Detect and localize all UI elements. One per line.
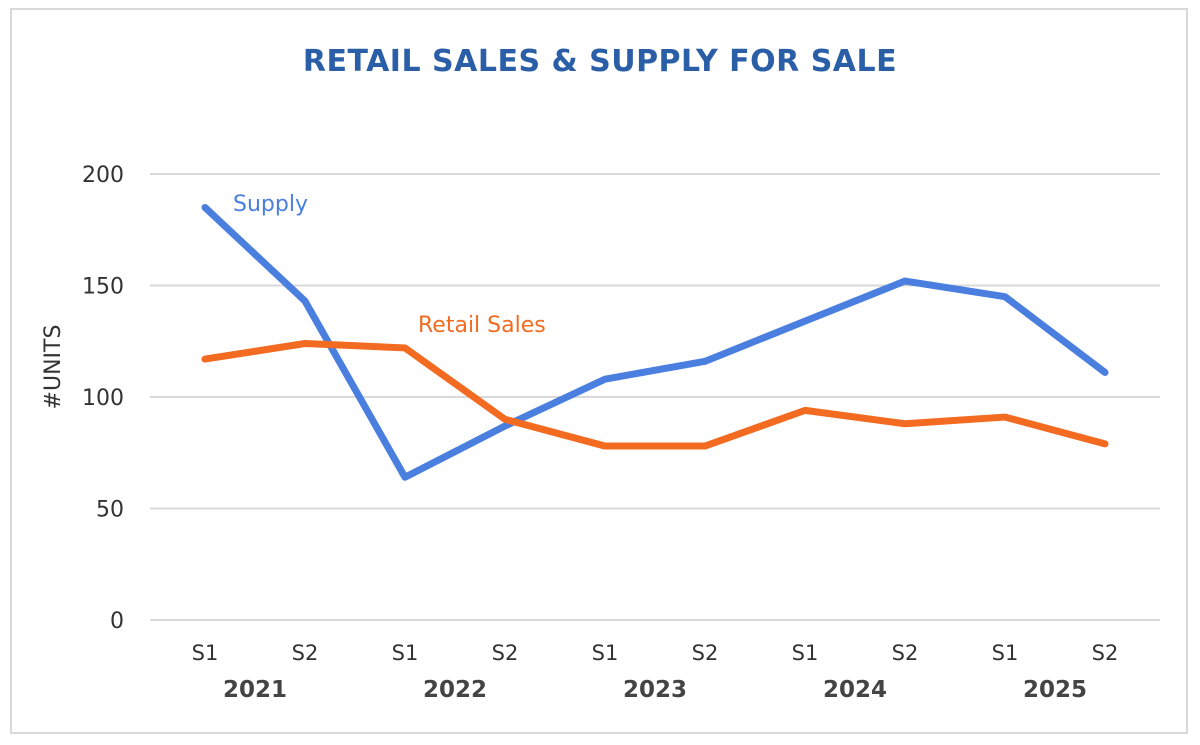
y-tick-label: 50 (96, 498, 124, 523)
series-line-supply (201, 203, 1109, 481)
series-line-retail-sales (201, 339, 1109, 450)
chart-title: RETAIL SALES & SUPPLY FOR SALE (302, 44, 898, 79)
x-tick-label: S2 (492, 641, 519, 665)
x-year-label: 2022 (423, 677, 487, 703)
y-tick-label: 100 (82, 386, 124, 411)
x-tick-label: S1 (992, 641, 1019, 665)
x-year-label: 2021 (223, 677, 287, 703)
series-label: Retail Sales (418, 313, 546, 338)
chart-frame (10, 8, 1188, 734)
x-tick-label: S2 (292, 641, 319, 665)
series-label: Supply (233, 192, 308, 217)
y-tick-label: 150 (82, 275, 124, 300)
x-tick-label: S1 (592, 641, 619, 665)
y-axis-label: #UNITS (41, 325, 66, 410)
x-tick-label: S2 (1092, 641, 1119, 665)
x-year-label: 2025 (1023, 677, 1087, 703)
x-tick-label: S1 (792, 641, 819, 665)
x-tick-label: S2 (692, 641, 719, 665)
x-tick-label: S1 (192, 641, 219, 665)
x-year-label: 2023 (623, 677, 687, 703)
x-tick-label: S1 (392, 641, 419, 665)
x-year-label: 2024 (823, 677, 887, 703)
y-tick-label: 200 (82, 163, 124, 188)
y-tick-label: 0 (110, 609, 124, 634)
x-tick-label: S2 (892, 641, 919, 665)
